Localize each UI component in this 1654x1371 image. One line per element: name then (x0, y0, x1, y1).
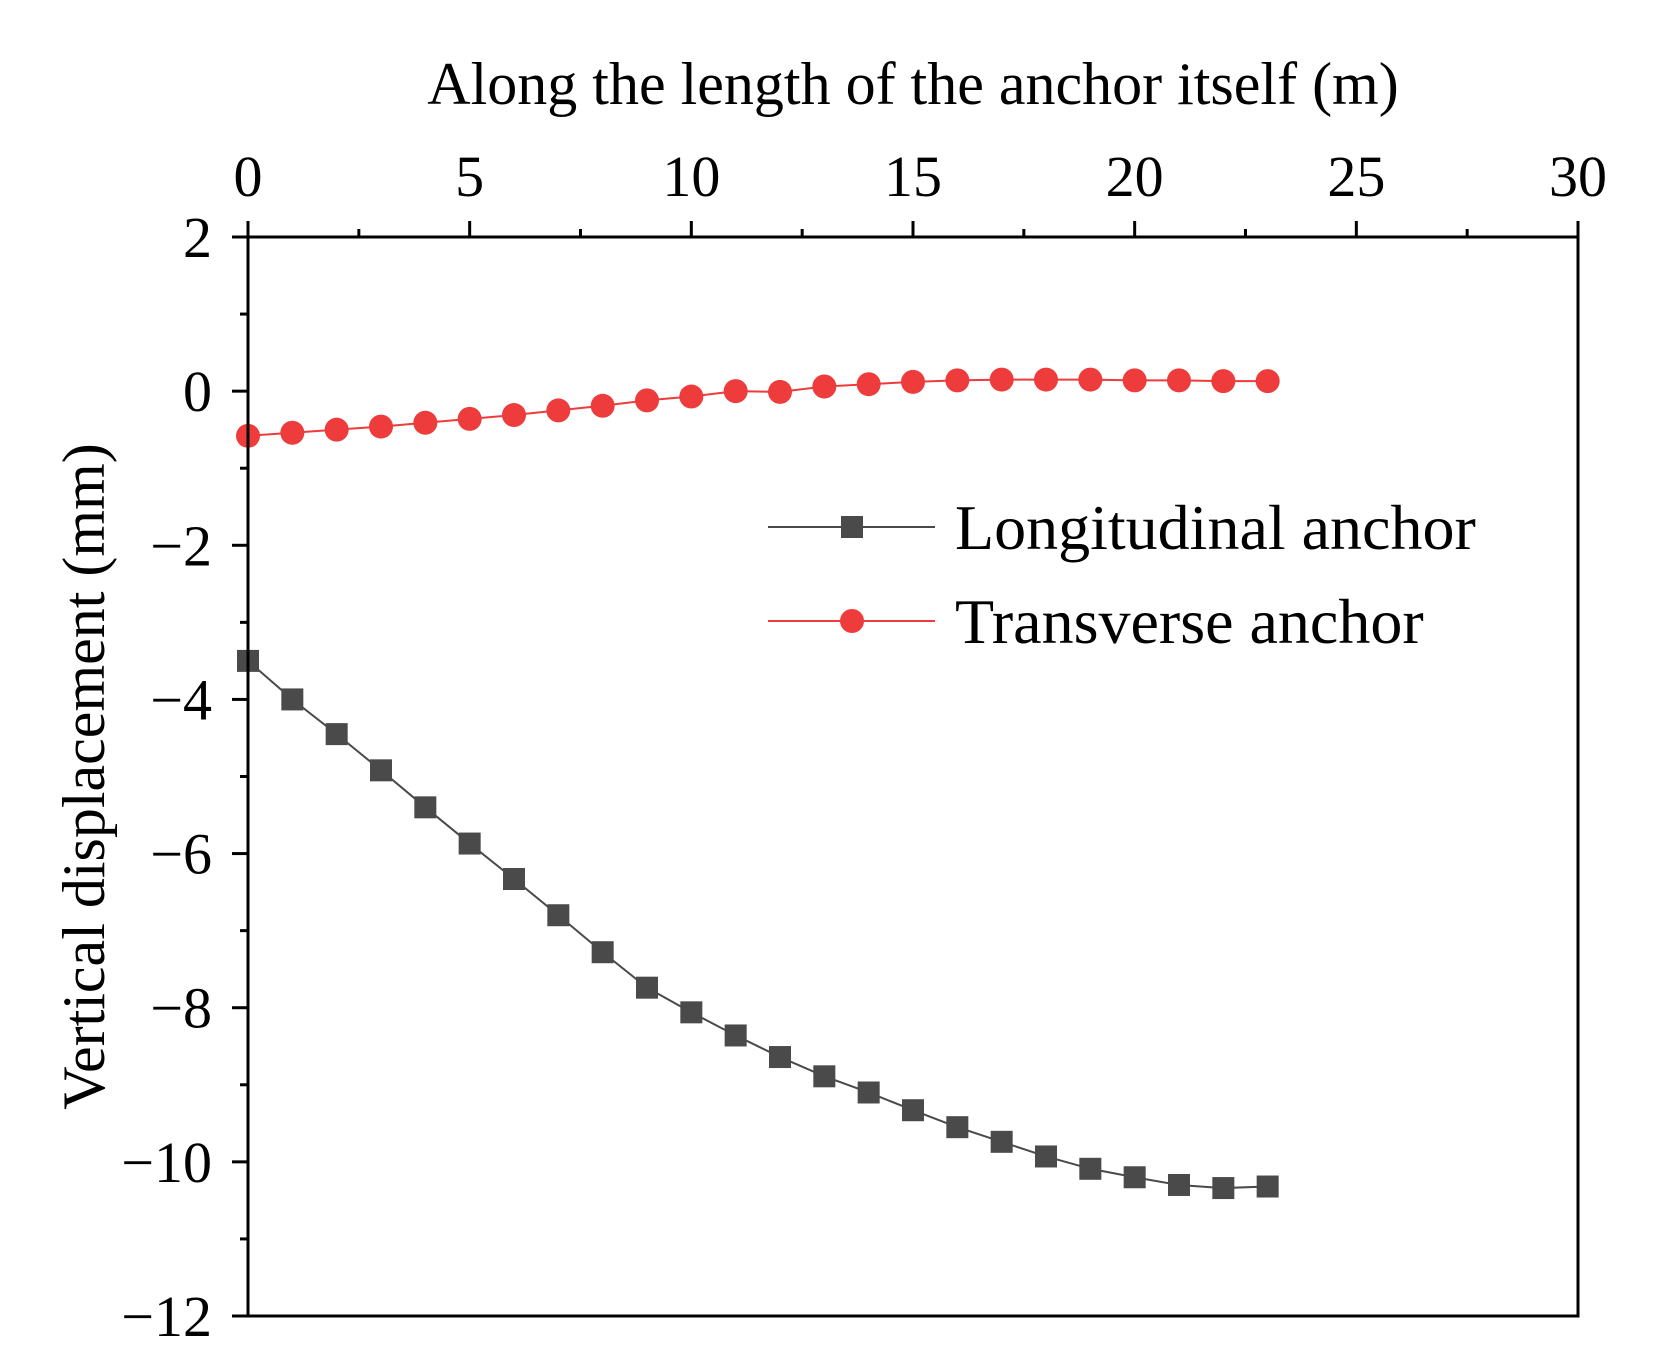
y-tick-label: −4 (150, 667, 212, 732)
x-axis-title: Along the length of the anchor itself (m… (427, 51, 1398, 117)
legend-marker (841, 516, 863, 538)
legend-label: Longitudinal anchor (955, 492, 1476, 563)
y-tick-label: −12 (121, 1284, 212, 1349)
data-point (590, 393, 615, 418)
data-point (989, 367, 1014, 392)
series-1 (237, 649, 1279, 1200)
x-tick-label: 25 (1327, 144, 1385, 209)
data-point (370, 759, 392, 782)
data-point (503, 868, 525, 891)
series-line (247, 378, 1268, 437)
y-axis-title: Vertical displacement (mm) (51, 443, 117, 1109)
data-point (325, 723, 348, 746)
y-tick-label: 0 (183, 359, 212, 424)
x-tick-label: 10 (662, 144, 720, 209)
data-point (813, 1065, 836, 1088)
data-point (1211, 369, 1236, 394)
legend: Longitudinal anchor Transverse anchor (768, 492, 1476, 657)
data-point (324, 417, 349, 442)
y-tick-label: −10 (121, 1130, 212, 1195)
legend-item: Longitudinal anchor (768, 492, 1476, 563)
data-point (946, 1116, 969, 1139)
series-line (247, 660, 1268, 1190)
x-tick-label: 5 (455, 144, 484, 209)
data-point (369, 414, 393, 439)
data-point (680, 1001, 703, 1024)
data-point (1122, 368, 1147, 393)
data-point (458, 832, 481, 855)
data-point (1034, 367, 1058, 392)
legend-label: Transverse anchor (955, 586, 1424, 657)
plot-frame (246, 235, 1580, 1318)
legend-marker (840, 609, 864, 633)
x-tick-label: 15 (884, 144, 942, 209)
data-point (457, 406, 482, 431)
x-tick-label: 20 (1106, 144, 1164, 209)
legend-item: Transverse anchor (768, 586, 1424, 657)
data-point (679, 384, 704, 409)
data-point (945, 368, 970, 393)
y-tick-label: −8 (150, 976, 212, 1041)
data-point (591, 941, 614, 964)
data-point (769, 1046, 791, 1069)
data-point (724, 1024, 747, 1047)
data-point (856, 372, 881, 397)
data-point (812, 374, 837, 399)
data-point (990, 1130, 1013, 1153)
data-point (414, 796, 437, 819)
data-point (546, 398, 571, 423)
data-point (723, 379, 748, 404)
data-point (413, 410, 438, 435)
y-tick-label: 2 (183, 205, 212, 270)
data-point (1167, 368, 1191, 393)
x-tick-label: 30 (1549, 144, 1607, 209)
data-point (1078, 367, 1103, 392)
data-point (768, 379, 792, 404)
data-point (1256, 1175, 1279, 1198)
x-tick-label: 0 (234, 144, 263, 209)
y-tick-label: −6 (150, 822, 212, 887)
data-point (1212, 1177, 1235, 1200)
data-point (1123, 1166, 1146, 1189)
data-point (1035, 1145, 1057, 1168)
series-layer (236, 367, 1280, 1200)
data-point (281, 688, 304, 711)
data-point (636, 976, 658, 999)
y-tick-label: −2 (150, 513, 212, 578)
data-point (547, 904, 570, 927)
series-2 (236, 367, 1280, 448)
data-point (1168, 1173, 1190, 1196)
data-point (502, 403, 526, 428)
data-point (1079, 1157, 1102, 1180)
data-point (280, 420, 305, 445)
data-point (635, 388, 659, 413)
data-point (902, 1099, 924, 1122)
data-point (901, 369, 925, 394)
data-point (1255, 369, 1280, 394)
data-point (857, 1081, 880, 1104)
